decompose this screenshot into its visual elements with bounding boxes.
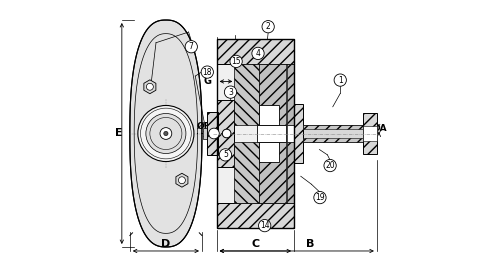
- Bar: [288, 125, 294, 142]
- Circle shape: [262, 21, 274, 33]
- Bar: [304, 138, 366, 142]
- Bar: [288, 64, 294, 125]
- Circle shape: [230, 55, 242, 68]
- Bar: [288, 142, 294, 203]
- Text: 1: 1: [338, 76, 342, 85]
- Text: G: G: [204, 76, 212, 87]
- Bar: [216, 39, 294, 64]
- Circle shape: [224, 86, 236, 98]
- Bar: [260, 64, 286, 125]
- Bar: [216, 39, 294, 228]
- Circle shape: [324, 159, 336, 172]
- Polygon shape: [130, 20, 202, 247]
- Bar: [260, 142, 280, 162]
- Bar: [304, 125, 366, 129]
- Text: 1°: 1°: [206, 148, 214, 157]
- Circle shape: [146, 113, 186, 154]
- Bar: [208, 112, 218, 155]
- Bar: [234, 64, 260, 125]
- Text: E: E: [115, 128, 122, 139]
- Bar: [216, 203, 294, 228]
- Text: ØA: ØA: [372, 124, 388, 133]
- Circle shape: [222, 129, 231, 138]
- Text: 3: 3: [228, 88, 233, 97]
- Text: C: C: [252, 239, 260, 249]
- Circle shape: [334, 74, 346, 86]
- Text: 20: 20: [326, 161, 335, 170]
- Circle shape: [185, 41, 198, 53]
- Circle shape: [252, 47, 264, 60]
- Text: 2: 2: [266, 22, 270, 31]
- Circle shape: [222, 129, 231, 138]
- Text: 5: 5: [223, 150, 228, 159]
- Polygon shape: [144, 80, 156, 94]
- Bar: [216, 100, 234, 167]
- Circle shape: [208, 128, 220, 139]
- Bar: [234, 142, 260, 203]
- Text: 14: 14: [260, 221, 270, 230]
- Circle shape: [220, 149, 232, 161]
- Circle shape: [258, 219, 271, 232]
- Circle shape: [160, 128, 172, 139]
- Bar: [260, 142, 286, 203]
- Text: 19: 19: [315, 193, 325, 202]
- Bar: [304, 125, 366, 142]
- Text: 4: 4: [256, 49, 260, 58]
- Bar: [256, 125, 286, 142]
- Polygon shape: [176, 173, 188, 187]
- Bar: [364, 126, 377, 141]
- Circle shape: [178, 177, 186, 184]
- Circle shape: [201, 66, 213, 78]
- Circle shape: [314, 191, 326, 204]
- Circle shape: [164, 131, 168, 136]
- Text: D: D: [162, 239, 170, 249]
- Bar: [260, 105, 280, 125]
- Text: 18: 18: [202, 68, 212, 77]
- Bar: [204, 128, 209, 139]
- Bar: [216, 64, 294, 203]
- Bar: [294, 104, 304, 163]
- Text: 15: 15: [232, 57, 241, 66]
- Text: B: B: [306, 239, 314, 249]
- Text: ØF: ØF: [196, 121, 210, 131]
- Text: 7: 7: [189, 42, 194, 51]
- Circle shape: [138, 105, 194, 162]
- Circle shape: [146, 83, 154, 90]
- Bar: [364, 113, 377, 154]
